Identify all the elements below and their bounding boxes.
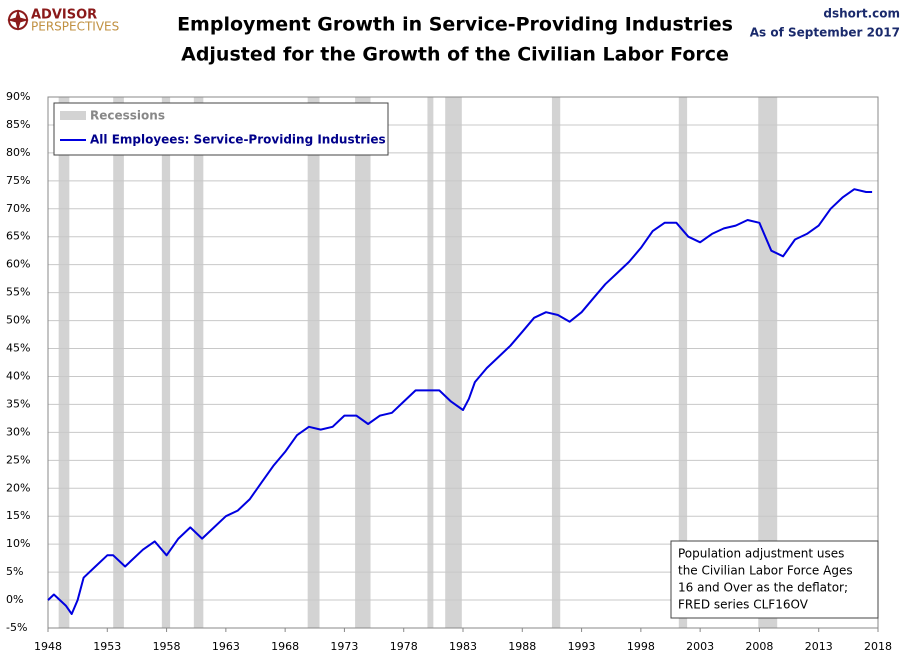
annotation-text: FRED series CLF16OV (678, 598, 809, 612)
chart-title: Employment Growth in Service-Providing I… (177, 14, 733, 36)
recession-band (678, 97, 688, 628)
y-tick-label: 70% (6, 202, 30, 215)
logo-text: ADVISOR (31, 8, 97, 23)
chart-title: Adjusted for the Growth of the Civilian … (181, 44, 729, 66)
x-tick-label: 1978 (390, 640, 418, 653)
y-tick-label: 85% (6, 118, 30, 131)
x-tick-label: 2003 (686, 640, 714, 653)
y-tick-label: 50% (6, 314, 30, 327)
logo (7, 9, 29, 31)
site: dshort.com (823, 7, 900, 21)
recession-band (427, 97, 434, 628)
y-tick-label: 80% (6, 146, 30, 159)
y-tick-label: 65% (6, 230, 30, 243)
plot-border (47, 96, 879, 629)
y-tick-label: 25% (6, 453, 30, 466)
x-tick-label: 2008 (745, 640, 773, 653)
annotation-text: 16 and Over as the deflator; (678, 581, 848, 595)
y-tick-label: 20% (6, 481, 30, 494)
legend-label: All Employees: Service-Providing Industr… (90, 133, 386, 147)
recession-band (161, 97, 171, 628)
legend-label: Recessions (90, 109, 165, 123)
x-tick-label: 1968 (271, 640, 299, 653)
recession-band (445, 97, 462, 628)
annotation-box (670, 540, 879, 619)
y-tick-label: 30% (6, 425, 30, 438)
legend-swatch (60, 111, 86, 120)
recession-band (307, 97, 320, 628)
y-tick-label: 0% (6, 593, 23, 606)
x-tick-label: 1993 (568, 640, 596, 653)
x-tick-label: 1973 (330, 640, 358, 653)
x-tick-label: 1953 (93, 640, 121, 653)
y-tick-label: 55% (6, 286, 30, 299)
recession-band (193, 97, 204, 628)
y-tick-label: 5% (6, 565, 23, 578)
recession-band (58, 97, 70, 628)
x-tick-label: 1983 (449, 640, 477, 653)
y-tick-label: 75% (6, 174, 30, 187)
legend-box (53, 102, 389, 156)
x-tick-label: 1963 (212, 640, 240, 653)
recession-band (113, 97, 124, 628)
x-tick-label: 2018 (864, 640, 892, 653)
x-tick-label: 1948 (34, 640, 62, 653)
recession-band (355, 97, 371, 628)
recession-band (551, 97, 561, 628)
y-tick-label: 90% (6, 90, 30, 103)
y-tick-label: 35% (6, 397, 30, 410)
y-tick-label: 10% (6, 537, 30, 550)
x-tick-label: 1988 (508, 640, 536, 653)
data-line (47, 188, 873, 615)
logo-icon (7, 9, 29, 31)
y-tick-label: 45% (6, 342, 30, 355)
annotation-text: the Civilian Labor Force Ages (678, 564, 853, 578)
y-tick-label: 60% (6, 258, 30, 271)
x-tick-label: 1998 (627, 640, 655, 653)
y-tick-label: 15% (6, 509, 30, 522)
y-tick-label: 40% (6, 369, 30, 382)
logo-text: PERSPECTIVES (31, 20, 119, 34)
y-tick-label: -5% (6, 621, 27, 634)
x-tick-label: 2013 (805, 640, 833, 653)
date: As of September 2017 (750, 26, 900, 40)
annotation-text: Population adjustment uses (678, 547, 844, 561)
x-tick-label: 1958 (153, 640, 181, 653)
